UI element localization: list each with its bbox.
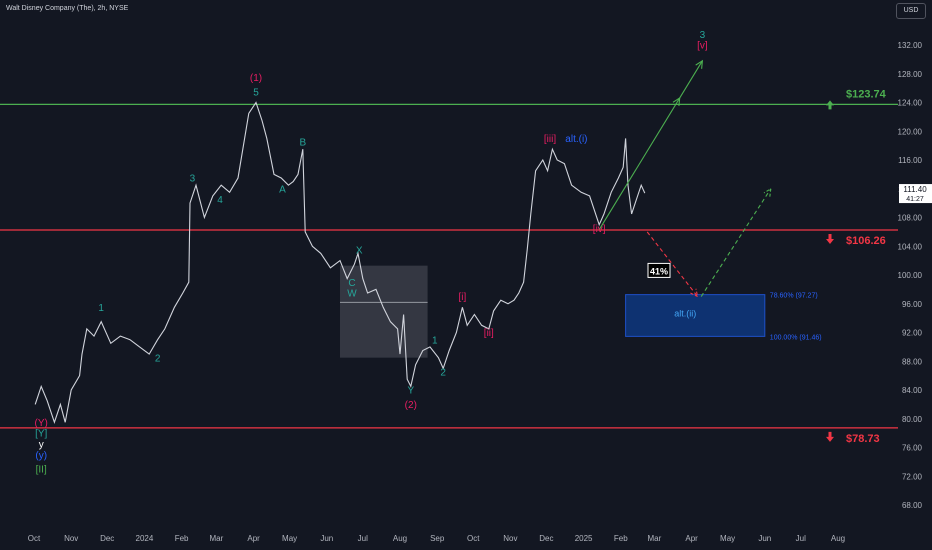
time-axis-label: Aug bbox=[831, 534, 845, 543]
wave-label: C bbox=[348, 278, 355, 289]
time-axis-label: Apr bbox=[685, 534, 698, 543]
time-axis-label: Dec bbox=[539, 534, 553, 543]
wave-label: Y bbox=[407, 386, 414, 397]
price-tick-label: 132.00 bbox=[898, 41, 923, 50]
wave-label: W bbox=[347, 289, 357, 300]
wave-label: [v] bbox=[697, 41, 708, 52]
price-tick-label: 80.00 bbox=[902, 415, 923, 424]
price-tick-label: 96.00 bbox=[902, 300, 923, 309]
price-tick-label: 116.00 bbox=[898, 156, 922, 165]
wave-label: [iii] bbox=[544, 134, 556, 145]
level-price-label: $123.74 bbox=[846, 88, 887, 100]
projection-path bbox=[598, 60, 703, 231]
wave-label: 2 bbox=[155, 353, 161, 364]
price-tick-label: 72.00 bbox=[902, 472, 923, 481]
probability-label: 41% bbox=[650, 266, 668, 276]
time-axis-label: Nov bbox=[64, 534, 78, 543]
wave-label: (y) bbox=[35, 450, 47, 461]
price-tick-label: 100.00 bbox=[898, 271, 923, 280]
level-up-arrow-icon bbox=[826, 100, 834, 110]
projection-arrowhead-icon bbox=[672, 96, 681, 106]
wave-label: X bbox=[356, 245, 363, 256]
wave-label: 2 bbox=[440, 368, 446, 379]
wave-label: (Y) bbox=[35, 418, 48, 429]
time-axis-label: Aug bbox=[393, 534, 407, 543]
wave-label: [i] bbox=[459, 292, 467, 303]
wave-label: alt.(i) bbox=[565, 134, 587, 145]
wave-label: B bbox=[299, 138, 306, 149]
wave-label: 5 bbox=[253, 87, 259, 98]
countdown-label: 41:27 bbox=[906, 196, 924, 203]
time-axis-label: Oct bbox=[28, 534, 41, 543]
price-tick-label: 84.00 bbox=[902, 386, 923, 395]
wave-label: [ii] bbox=[484, 328, 494, 339]
wave-label: 1 bbox=[98, 303, 104, 314]
projection-path bbox=[700, 188, 772, 297]
time-axis-label: Jun bbox=[758, 534, 771, 543]
time-axis-label: Jul bbox=[796, 534, 806, 543]
symbol-title: Walt Disney Company (The), 2h, NYSE bbox=[6, 5, 129, 12]
price-tick-label: 88.00 bbox=[902, 357, 923, 366]
fib-target-zone bbox=[625, 294, 766, 337]
fib-zone-name: alt.(ii) bbox=[674, 309, 696, 319]
time-axis-label: Oct bbox=[467, 534, 480, 543]
time-axis-label: May bbox=[720, 534, 735, 543]
level-price-label: $106.26 bbox=[846, 235, 886, 247]
time-axis-label: Sep bbox=[430, 534, 445, 543]
time-axis-label: Mar bbox=[210, 534, 224, 543]
time-axis-label: 2024 bbox=[136, 534, 154, 543]
wave-label: 4 bbox=[217, 195, 223, 206]
time-axis-label: Mar bbox=[648, 534, 662, 543]
time-axis-label: Nov bbox=[503, 534, 517, 543]
correction-zone-box bbox=[340, 265, 428, 358]
fib-upper-label: 78.60% (97.27) bbox=[770, 293, 818, 300]
wave-label: 1 bbox=[432, 335, 438, 346]
wave-label: 3 bbox=[700, 30, 706, 41]
level-price-label: $78.73 bbox=[846, 433, 880, 445]
last-price-label: 111.40 bbox=[903, 185, 927, 194]
price-tick-label: 124.00 bbox=[898, 99, 923, 108]
price-tick-label: 68.00 bbox=[902, 501, 923, 510]
time-axis-label: Jun bbox=[320, 534, 333, 543]
price-tick-label: 120.00 bbox=[898, 127, 923, 136]
level-down-arrow-icon bbox=[826, 431, 834, 442]
wave-label: 3 bbox=[190, 174, 196, 185]
price-tick-label: 128.00 bbox=[898, 70, 923, 79]
price-tick-label: 76.00 bbox=[902, 444, 923, 453]
wave-label: (2) bbox=[405, 400, 417, 411]
price-tick-label: 92.00 bbox=[902, 329, 923, 338]
price-series-line bbox=[34, 101, 646, 425]
time-axis-label: Feb bbox=[175, 534, 189, 543]
wave-label: [II] bbox=[36, 465, 47, 476]
time-axis-label: Dec bbox=[100, 534, 114, 543]
time-axis-label: 2025 bbox=[575, 534, 593, 543]
probability-badge bbox=[647, 262, 671, 278]
time-axis-label: Jul bbox=[358, 534, 368, 543]
wave-label: [iv] bbox=[593, 224, 606, 235]
price-tick-label: 108.00 bbox=[898, 214, 923, 223]
projection-arrowhead-icon bbox=[695, 59, 704, 69]
time-axis-label: Apr bbox=[247, 534, 260, 543]
wave-label: A bbox=[279, 184, 286, 195]
last-price-badge bbox=[899, 184, 932, 204]
time-axis-label: Feb bbox=[614, 534, 628, 543]
fib-lower-label: 100.00% (91.46) bbox=[770, 334, 822, 341]
wave-label: (1) bbox=[250, 73, 262, 84]
level-down-arrow-icon bbox=[826, 234, 834, 245]
price-tick-label: 104.00 bbox=[898, 242, 923, 251]
wave-label: y bbox=[39, 440, 44, 451]
projection-arrowhead-icon bbox=[690, 288, 699, 298]
wave-label: [Y] bbox=[35, 429, 47, 440]
projection-arrowhead-icon bbox=[763, 187, 772, 197]
currency-button[interactable]: USD bbox=[896, 3, 926, 19]
time-axis-label: May bbox=[282, 534, 297, 543]
